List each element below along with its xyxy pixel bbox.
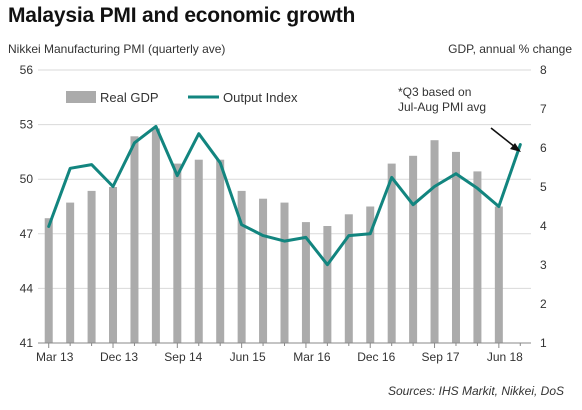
- left-tick-label: 56: [20, 63, 34, 77]
- gdp-bar: [259, 198, 268, 343]
- gdp-bar: [344, 214, 353, 343]
- legend-label-output: Output Index: [223, 90, 298, 105]
- x-tick-label: Jun 15: [230, 350, 266, 364]
- right-tick-label: 3: [540, 258, 547, 272]
- x-tick-label: Sep 14: [164, 350, 202, 364]
- gdp-bar: [451, 151, 460, 343]
- gdp-bar: [66, 202, 75, 343]
- gdp-bar: [409, 155, 418, 343]
- gdp-bar: [44, 218, 53, 343]
- annotation-text: Jul-Aug PMI avg: [398, 100, 486, 114]
- gdp-bar: [216, 159, 225, 343]
- gdp-bar: [323, 226, 332, 343]
- right-tick-label: 8: [540, 63, 547, 77]
- gdp-bar: [237, 190, 246, 343]
- left-tick-label: 47: [20, 227, 34, 241]
- gdp-bar: [430, 140, 439, 343]
- left-tick-label: 44: [20, 281, 34, 295]
- gdp-bar: [387, 163, 396, 343]
- left-tick-label: 50: [20, 172, 34, 186]
- right-axis-title: GDP, annual % change: [448, 42, 572, 56]
- annotation-arrowhead: [510, 143, 521, 152]
- gdp-bar: [173, 163, 182, 343]
- x-tick-label: Jun 18: [487, 350, 523, 364]
- gdp-bar: [194, 159, 203, 343]
- left-axis-title: Nikkei Manufacturing PMI (quarterly ave): [8, 42, 226, 56]
- right-tick-label: 2: [540, 297, 547, 311]
- left-tick-label: 41: [20, 336, 34, 350]
- legend-label-gdp: Real GDP: [100, 90, 159, 105]
- x-tick-label: Mar 13: [36, 350, 74, 364]
- left-tick-label: 53: [20, 118, 34, 132]
- gdp-bar: [301, 222, 310, 343]
- x-tick-label: Dec 16: [357, 350, 395, 364]
- right-tick-label: 1: [540, 336, 547, 350]
- chart-title: Malaysia PMI and economic growth: [8, 4, 356, 27]
- right-tick-label: 7: [540, 102, 547, 116]
- gdp-bar: [280, 202, 289, 343]
- right-tick-label: 4: [540, 219, 547, 233]
- x-tick-label: Mar 16: [293, 350, 331, 364]
- x-tick-label: Sep 17: [422, 350, 460, 364]
- annotation-text: *Q3 based on: [398, 85, 471, 99]
- x-tick-label: Dec 13: [100, 350, 138, 364]
- annotation-arrow: [490, 127, 516, 148]
- gdp-bar: [109, 187, 118, 343]
- right-tick-label: 5: [540, 180, 547, 194]
- gdp-bar: [87, 190, 96, 343]
- legend-swatch-gdp: [66, 91, 96, 103]
- source-note: Sources: IHS Markit, Nikkei, DoS: [387, 384, 564, 398]
- gdp-bar: [366, 206, 375, 343]
- gdp-bar: [151, 128, 160, 343]
- right-tick-label: 6: [540, 141, 547, 155]
- gdp-bar: [130, 136, 139, 343]
- gdp-bar: [494, 206, 503, 343]
- gdp-bar: [473, 171, 482, 343]
- output-index-line: [47, 124, 522, 267]
